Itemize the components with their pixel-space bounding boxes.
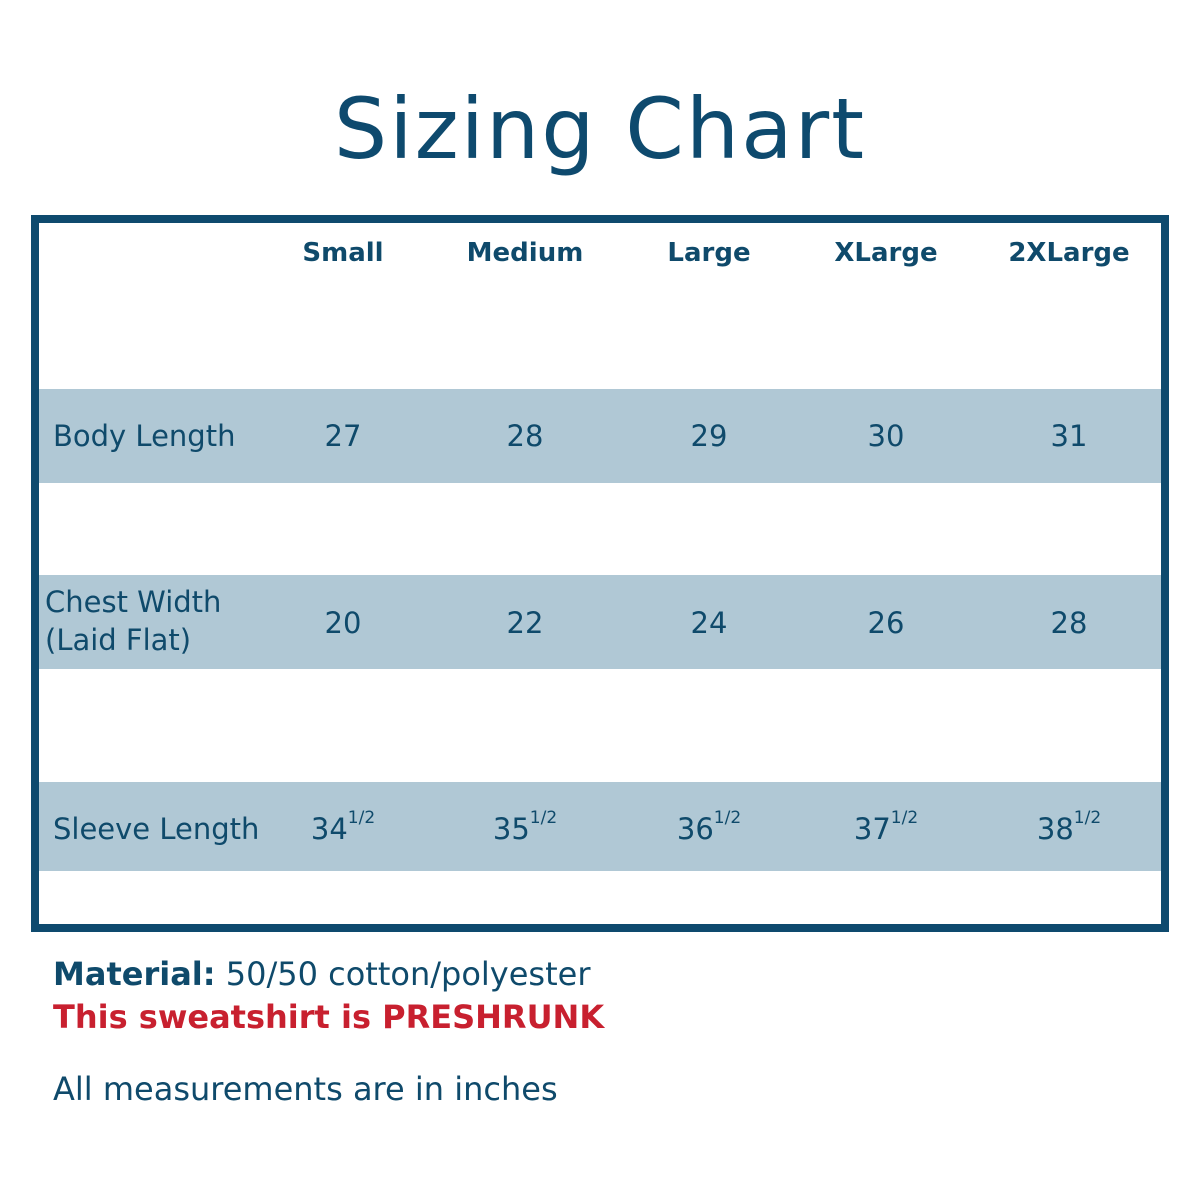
column-header: 2XLarge bbox=[1008, 238, 1130, 268]
cell-value: 28 bbox=[506, 419, 544, 453]
cell-fraction: 1/2 bbox=[1073, 808, 1102, 828]
cell-value: 29 bbox=[690, 419, 728, 453]
cell-value: 24 bbox=[690, 606, 728, 640]
cell-value: 22 bbox=[506, 606, 544, 640]
table-cell: 31 bbox=[1051, 419, 1088, 453]
cell-fraction: 1/2 bbox=[347, 808, 376, 828]
material-line: Material: 50/50 cotton/polyester bbox=[53, 955, 590, 993]
table-cell: 371/2 bbox=[853, 808, 918, 846]
column-header: Small bbox=[302, 238, 384, 268]
table-cell: 28 bbox=[507, 419, 544, 453]
table-cell: 351/2 bbox=[492, 808, 557, 846]
row-label-line: Chest Width bbox=[45, 585, 222, 619]
cell-fraction: 1/2 bbox=[529, 808, 558, 828]
column-header: Medium bbox=[466, 238, 584, 268]
cell-value: 38 bbox=[1036, 812, 1074, 846]
table-cell: 381/2 bbox=[1036, 808, 1101, 846]
table-cell: 24 bbox=[691, 606, 728, 640]
table-cell: 27 bbox=[325, 419, 362, 453]
cell-value: 34 bbox=[310, 812, 348, 846]
table-cell: 22 bbox=[507, 606, 544, 640]
table-cell: 341/2 bbox=[310, 808, 375, 846]
material-label: Material: bbox=[53, 955, 216, 993]
table-cell: 20 bbox=[325, 606, 362, 640]
table-cell: 26 bbox=[868, 606, 905, 640]
cell-value: 20 bbox=[324, 606, 362, 640]
row-label: Body Length bbox=[53, 419, 236, 453]
cell-value: 36 bbox=[676, 812, 714, 846]
cell-fraction: 1/2 bbox=[890, 808, 919, 828]
units-note: All measurements are in inches bbox=[53, 1070, 558, 1108]
cell-value: 37 bbox=[853, 812, 891, 846]
table-cell: 361/2 bbox=[676, 808, 741, 846]
cell-value: 35 bbox=[492, 812, 530, 846]
cell-value: 31 bbox=[1050, 419, 1088, 453]
page-title: Sizing Chart bbox=[333, 80, 867, 178]
row-label: Chest Width (Laid Flat) bbox=[45, 583, 221, 659]
row-band-sleeve-length bbox=[39, 782, 1161, 871]
row-label-line: (Laid Flat) bbox=[45, 623, 192, 657]
table-cell: 30 bbox=[868, 419, 905, 453]
column-header: XLarge bbox=[834, 238, 938, 268]
cell-value: 30 bbox=[867, 419, 905, 453]
sizing-table-frame bbox=[31, 215, 1169, 932]
row-band-body-length bbox=[39, 389, 1161, 483]
row-band-chest-width bbox=[39, 575, 1161, 669]
preshrunk-note: This sweatshirt is PRESHRUNK bbox=[53, 998, 605, 1036]
table-cell: 29 bbox=[691, 419, 728, 453]
cell-value: 26 bbox=[867, 606, 905, 640]
column-header: Large bbox=[667, 238, 751, 268]
cell-value: 28 bbox=[1050, 606, 1088, 640]
cell-value: 27 bbox=[324, 419, 362, 453]
cell-fraction: 1/2 bbox=[713, 808, 742, 828]
material-value: 50/50 cotton/polyester bbox=[215, 955, 591, 993]
row-label: Sleeve Length bbox=[53, 812, 260, 846]
table-cell: 28 bbox=[1051, 606, 1088, 640]
